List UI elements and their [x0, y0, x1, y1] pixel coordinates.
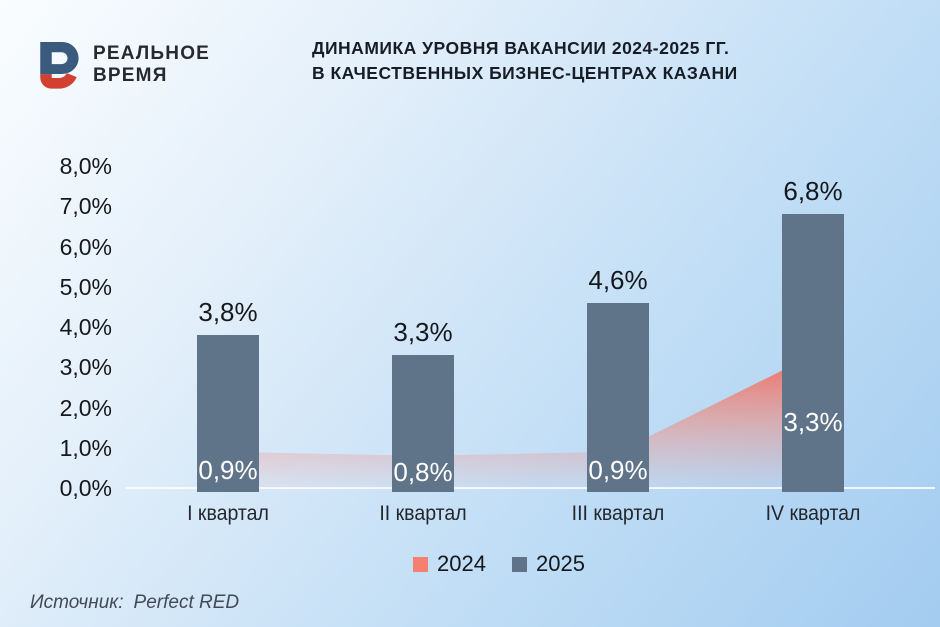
brand-logo-line2: ВРЕМЯ	[93, 65, 168, 86]
chart-legend: 2024 2025	[58, 551, 940, 577]
bar-value-label-2025: 6,8%	[783, 176, 843, 207]
bar-value-label-2025: 4,6%	[588, 264, 648, 295]
brand-logo-text: РЕАЛЬНОЕ ВРЕМЯ	[93, 43, 210, 87]
y-axis-tick-label: 2,0%	[59, 394, 112, 421]
area-value-label-2024: 0,9%	[588, 454, 648, 485]
y-axis-tick-label: 4,0%	[59, 314, 112, 340]
y-axis-tick-label: 0,0%	[59, 475, 112, 501]
bar-2025	[197, 335, 259, 492]
area-value-label-2024: 0,9%	[198, 454, 258, 485]
bar-2025	[392, 355, 454, 492]
brand-logo: РЕАЛЬНОЕ ВРЕМЯ	[36, 40, 210, 90]
source-label: Источник:	[30, 592, 124, 613]
chart-title-line2: В КАЧЕСТВЕННЫХ БИЗНЕС-ЦЕНТРАХ КАЗАНИ	[312, 63, 738, 83]
brand-logo-line1: РЕАЛЬНОЕ	[93, 43, 211, 64]
y-axis-tick-label: 1,0%	[59, 434, 112, 461]
realnoe-vremya-logo-icon	[40, 42, 79, 89]
x-axis-category-label: I квартал	[187, 502, 269, 525]
bar-value-label-2025: 3,8%	[198, 297, 258, 328]
y-axis-tick-label: 5,0%	[59, 273, 112, 300]
area-value-label-2024: 3,3%	[783, 406, 843, 437]
bar-value-label-2025: 3,3%	[393, 317, 453, 348]
legend-swatch-2024	[413, 556, 429, 572]
x-axis-category-label: IV квартал	[765, 502, 861, 525]
legend-item-2024: 2024	[413, 551, 486, 577]
y-axis-tick-label: 7,0%	[59, 193, 112, 220]
y-axis-tick-label: 3,0%	[59, 354, 112, 381]
legend-item-2025: 2025	[512, 551, 585, 577]
chart-title: ДИНАМИКА УРОВНЯ ВАКАНСИИ 2024-2025 ГГ. В…	[312, 36, 738, 86]
x-axis-category-label: II квартал	[379, 502, 467, 525]
legend-swatch-2025	[512, 556, 527, 572]
area-value-label-2024: 0,8%	[393, 456, 453, 487]
legend-label: 2024	[437, 551, 486, 576]
bar-2025	[782, 214, 844, 492]
area-polygon-2024	[228, 355, 813, 488]
chart-title-line1: ДИНАМИКА УРОВНЯ ВАКАНСИИ 2024-2025 ГГ.	[312, 38, 730, 58]
y-axis-tick-label: 6,0%	[59, 233, 112, 260]
source-value: Perfect RED	[133, 592, 240, 613]
x-axis-category-label: III квартал	[571, 502, 665, 525]
source-note: Источник: Perfect RED	[30, 592, 239, 614]
legend-label: 2025	[536, 551, 585, 576]
bar-2025	[587, 302, 649, 492]
y-axis-tick-label: 8,0%	[59, 153, 112, 179]
